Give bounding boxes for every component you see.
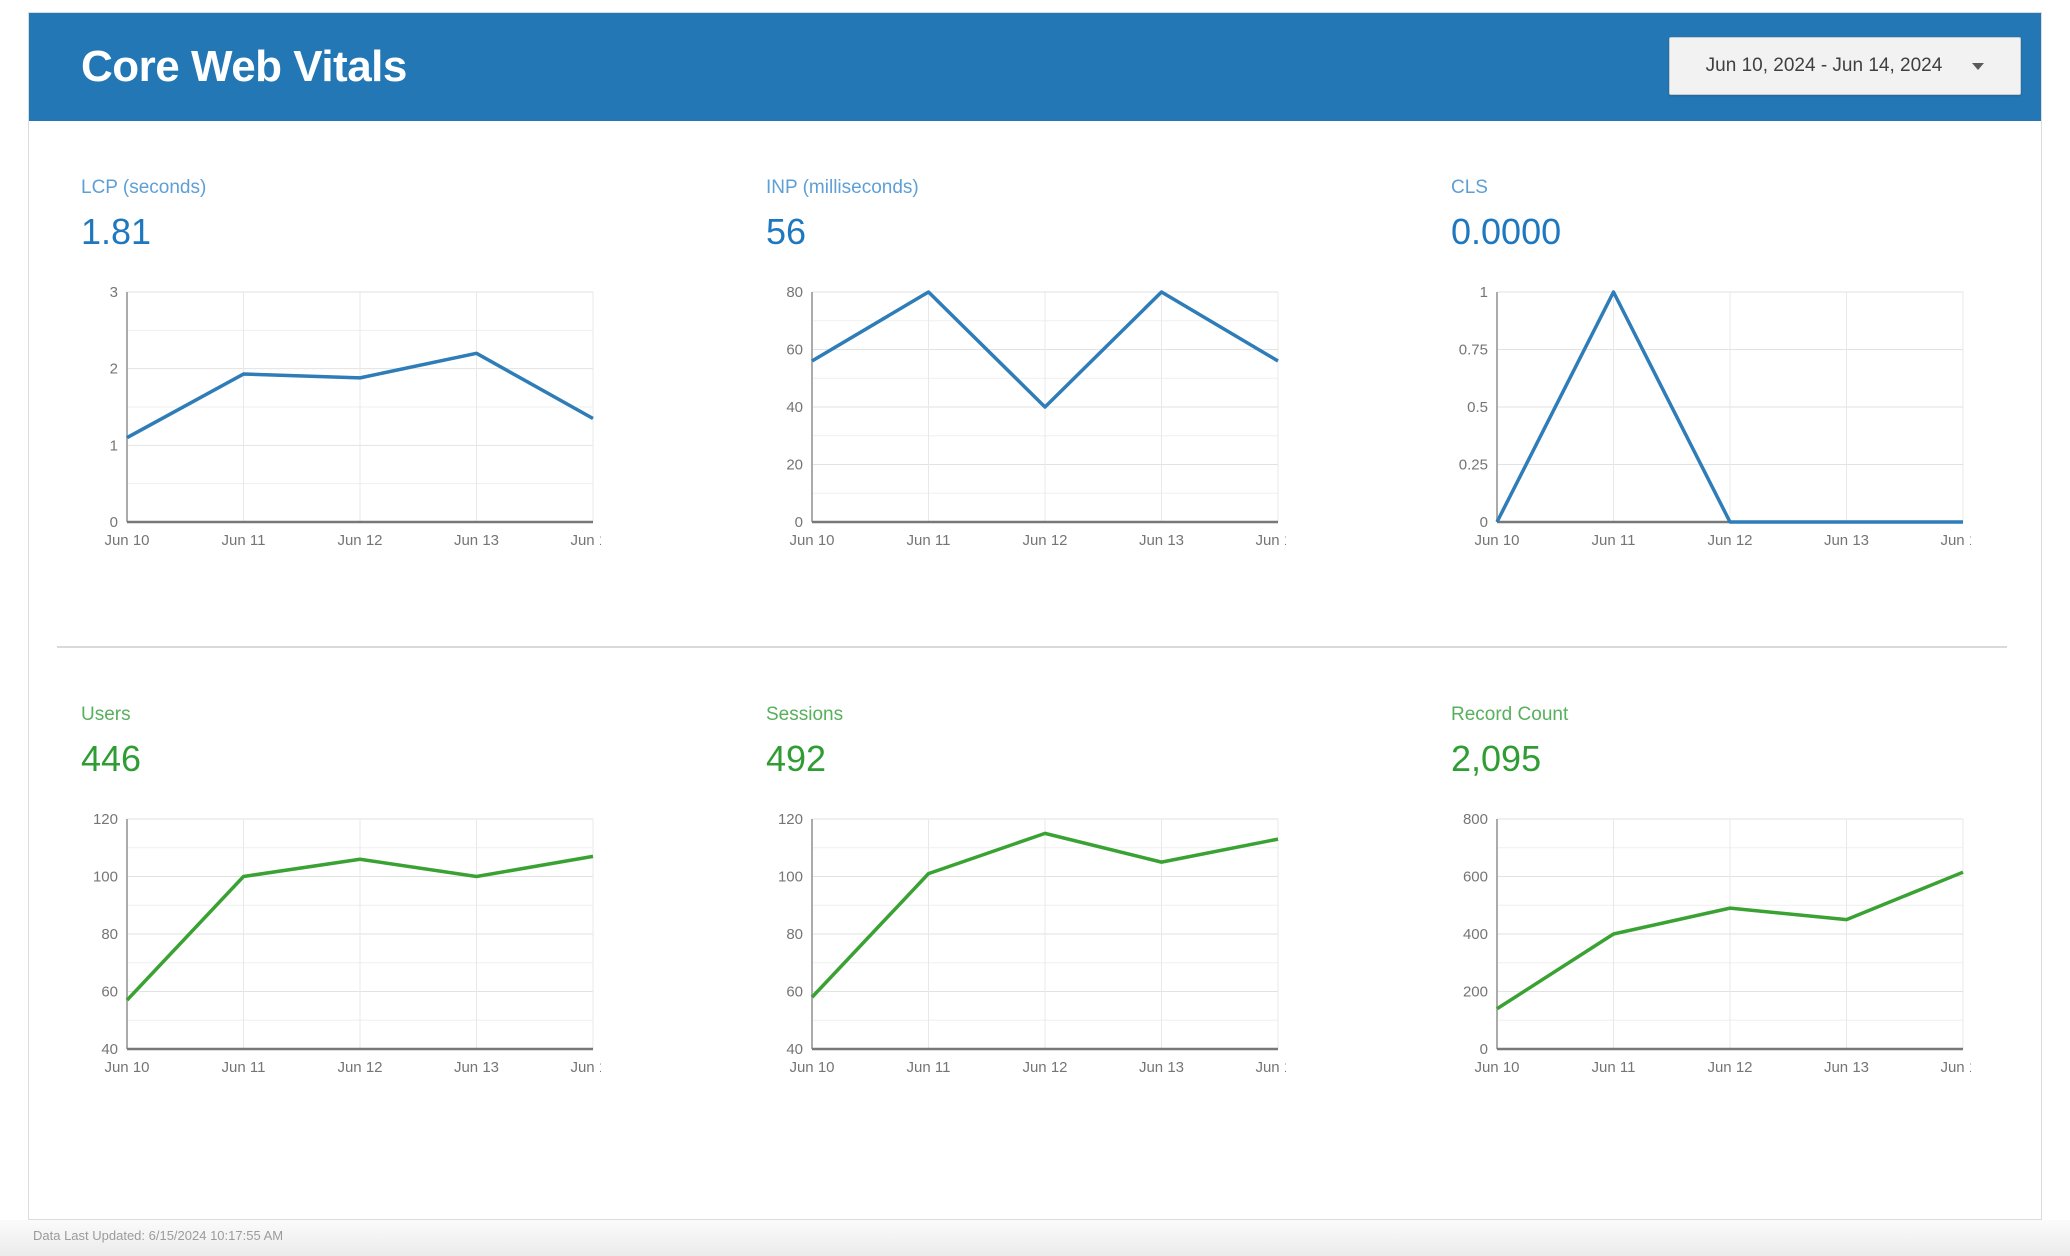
metrics-row-bottom: Users 446 40 60 80 100 120 Jun 10 Jun 11 Jun 12…: [29, 648, 2041, 1081]
svg-text:Jun 14: Jun 14: [1940, 532, 1971, 549]
svg-text:Jun 12: Jun 12: [337, 1059, 382, 1076]
svg-text:0.25: 0.25: [1459, 457, 1488, 474]
svg-text:Jun 11: Jun 11: [1592, 1059, 1636, 1076]
footer-band: Data Last Updated: 6/15/2024 10:17:55 AM: [0, 1220, 2070, 1256]
svg-text:Jun 11: Jun 11: [907, 532, 951, 549]
cls-line-chart: 0 0.25 0.5 0.75 1 Jun 10 Jun 11 Jun 12 Jun 13 Jun…: [1451, 284, 2041, 554]
svg-text:0.75: 0.75: [1459, 342, 1488, 359]
metric-value: 446: [81, 738, 142, 779]
svg-text:120: 120: [93, 814, 118, 828]
svg-text:1: 1: [1480, 287, 1488, 301]
svg-text:0: 0: [795, 514, 803, 531]
svg-text:1: 1: [110, 437, 118, 454]
metric-label: LCP (seconds): [81, 177, 207, 198]
metric-label: CLS: [1451, 177, 1488, 198]
svg-text:120: 120: [778, 814, 803, 828]
svg-text:Jun 10: Jun 10: [104, 532, 149, 549]
svg-text:0: 0: [1480, 1041, 1488, 1058]
users-line-chart: 40 60 80 100 120 Jun 10 Jun 11 Jun 12 Jun 13 Jun …: [81, 811, 766, 1081]
last-updated-text: Data Last Updated: 6/15/2024 10:17:55 AM: [33, 1228, 284, 1243]
metric-value: 56: [766, 211, 807, 252]
metric-label: Sessions: [766, 704, 844, 725]
metric-value: 2,095: [1451, 738, 1542, 779]
svg-text:Jun 12: Jun 12: [1022, 532, 1067, 549]
svg-text:60: 60: [786, 342, 803, 359]
report-header: Core Web Vitals Jun 10, 2024 - Jun 14, 2…: [29, 13, 2041, 121]
date-range-value: Jun 10, 2024 - Jun 14, 2024: [1705, 55, 1943, 76]
metrics-row-top: LCP (seconds) 1.81 0 1 2 3 Jun 10 Jun 11 Jun 1…: [29, 121, 2041, 554]
svg-text:80: 80: [101, 926, 118, 943]
date-range-selector[interactable]: Jun 10, 2024 - Jun 14, 2024: [1669, 37, 2021, 95]
svg-text:0: 0: [110, 514, 118, 531]
lcp-line-chart: 0 1 2 3 Jun 10 Jun 11 Jun 12 Jun 13 Jun 14: [81, 284, 766, 554]
svg-text:Jun 10: Jun 10: [789, 532, 834, 549]
svg-text:20: 20: [786, 457, 803, 474]
svg-text:0.5: 0.5: [1467, 399, 1488, 416]
svg-text:100: 100: [93, 869, 118, 886]
metric-value: 0.0000: [1451, 211, 1562, 252]
svg-text:Jun 13: Jun 13: [1824, 532, 1869, 549]
svg-text:Jun 11: Jun 11: [1592, 532, 1636, 549]
svg-text:Jun 13: Jun 13: [454, 532, 499, 549]
record-count-line-chart: 0 200 400 600 800 Jun 10 Jun 11 Jun 12 Jun 13 Jun…: [1451, 811, 2041, 1081]
svg-text:Jun 14: Jun 14: [570, 532, 601, 549]
svg-text:Jun 11: Jun 11: [222, 1059, 266, 1076]
metric-panel-sessions: Sessions 492 40 60 80 100 120 Jun 10 Jun 11 Jun…: [766, 704, 1451, 1081]
svg-text:0: 0: [1480, 514, 1488, 531]
svg-text:2: 2: [110, 361, 118, 378]
svg-text:400: 400: [1463, 926, 1488, 943]
row-divider: [57, 646, 2007, 648]
svg-text:80: 80: [786, 287, 803, 301]
svg-text:40: 40: [786, 1041, 803, 1058]
svg-text:Jun 10: Jun 10: [1474, 1059, 1519, 1076]
svg-text:200: 200: [1463, 984, 1488, 1001]
metric-label: Users: [81, 704, 131, 725]
metric-panel-cls: CLS 0.0000 0 0.25 0.5 0.75 1 Jun 10 Jun 11 Jun …: [1451, 177, 2041, 554]
metric-panel-inp: INP (milliseconds) 56 0 20 40 60 80 Jun 10 Jun…: [766, 177, 1451, 554]
svg-text:800: 800: [1463, 814, 1488, 828]
inp-line-chart: 0 20 40 60 80 Jun 10 Jun 11 Jun 12 Jun 13 Jun 14: [766, 284, 1451, 554]
svg-text:60: 60: [101, 984, 118, 1001]
svg-text:Jun 13: Jun 13: [1824, 1059, 1869, 1076]
svg-text:Jun 12: Jun 12: [337, 532, 382, 549]
metric-label: Record Count: [1451, 704, 1569, 725]
chevron-down-icon: [1972, 62, 1985, 70]
svg-text:Jun 13: Jun 13: [1139, 532, 1184, 549]
svg-text:Jun 12: Jun 12: [1707, 1059, 1752, 1076]
metric-panel-record-count: Record Count 2,095 0 200 400 600 800 Jun 10 Ju…: [1451, 704, 2041, 1081]
sessions-line-chart: 40 60 80 100 120 Jun 10 Jun 11 Jun 12 Jun 13 Jun …: [766, 811, 1451, 1081]
svg-text:40: 40: [101, 1041, 118, 1058]
dashboard-card: Core Web Vitals Jun 10, 2024 - Jun 14, 2…: [28, 12, 2042, 1220]
svg-text:Jun 14: Jun 14: [570, 1059, 601, 1076]
svg-text:Jun 11: Jun 11: [222, 532, 266, 549]
svg-text:100: 100: [778, 869, 803, 886]
report-title: Core Web Vitals: [81, 42, 407, 91]
svg-text:Jun 10: Jun 10: [1474, 532, 1519, 549]
svg-text:40: 40: [786, 399, 803, 416]
metric-panel-lcp: LCP (seconds) 1.81 0 1 2 3 Jun 10 Jun 11 Jun 1…: [81, 177, 766, 554]
svg-text:Jun 10: Jun 10: [789, 1059, 834, 1076]
metric-panel-users: Users 446 40 60 80 100 120 Jun 10 Jun 11 Jun 12…: [81, 704, 766, 1081]
svg-text:Jun 11: Jun 11: [907, 1059, 951, 1076]
svg-text:Jun 12: Jun 12: [1707, 532, 1752, 549]
svg-text:Jun 13: Jun 13: [454, 1059, 499, 1076]
svg-text:Jun 14: Jun 14: [1940, 1059, 1971, 1076]
svg-text:80: 80: [786, 926, 803, 943]
svg-text:600: 600: [1463, 869, 1488, 886]
metric-value: 492: [766, 738, 827, 779]
svg-text:Jun 14: Jun 14: [1255, 532, 1286, 549]
svg-text:Jun 14: Jun 14: [1255, 1059, 1286, 1076]
svg-text:3: 3: [110, 287, 118, 301]
svg-text:60: 60: [786, 984, 803, 1001]
metric-value: 1.81: [81, 211, 152, 252]
metric-label: INP (milliseconds): [766, 177, 919, 198]
svg-text:Jun 10: Jun 10: [104, 1059, 149, 1076]
svg-text:Jun 12: Jun 12: [1022, 1059, 1067, 1076]
svg-text:Jun 13: Jun 13: [1139, 1059, 1184, 1076]
